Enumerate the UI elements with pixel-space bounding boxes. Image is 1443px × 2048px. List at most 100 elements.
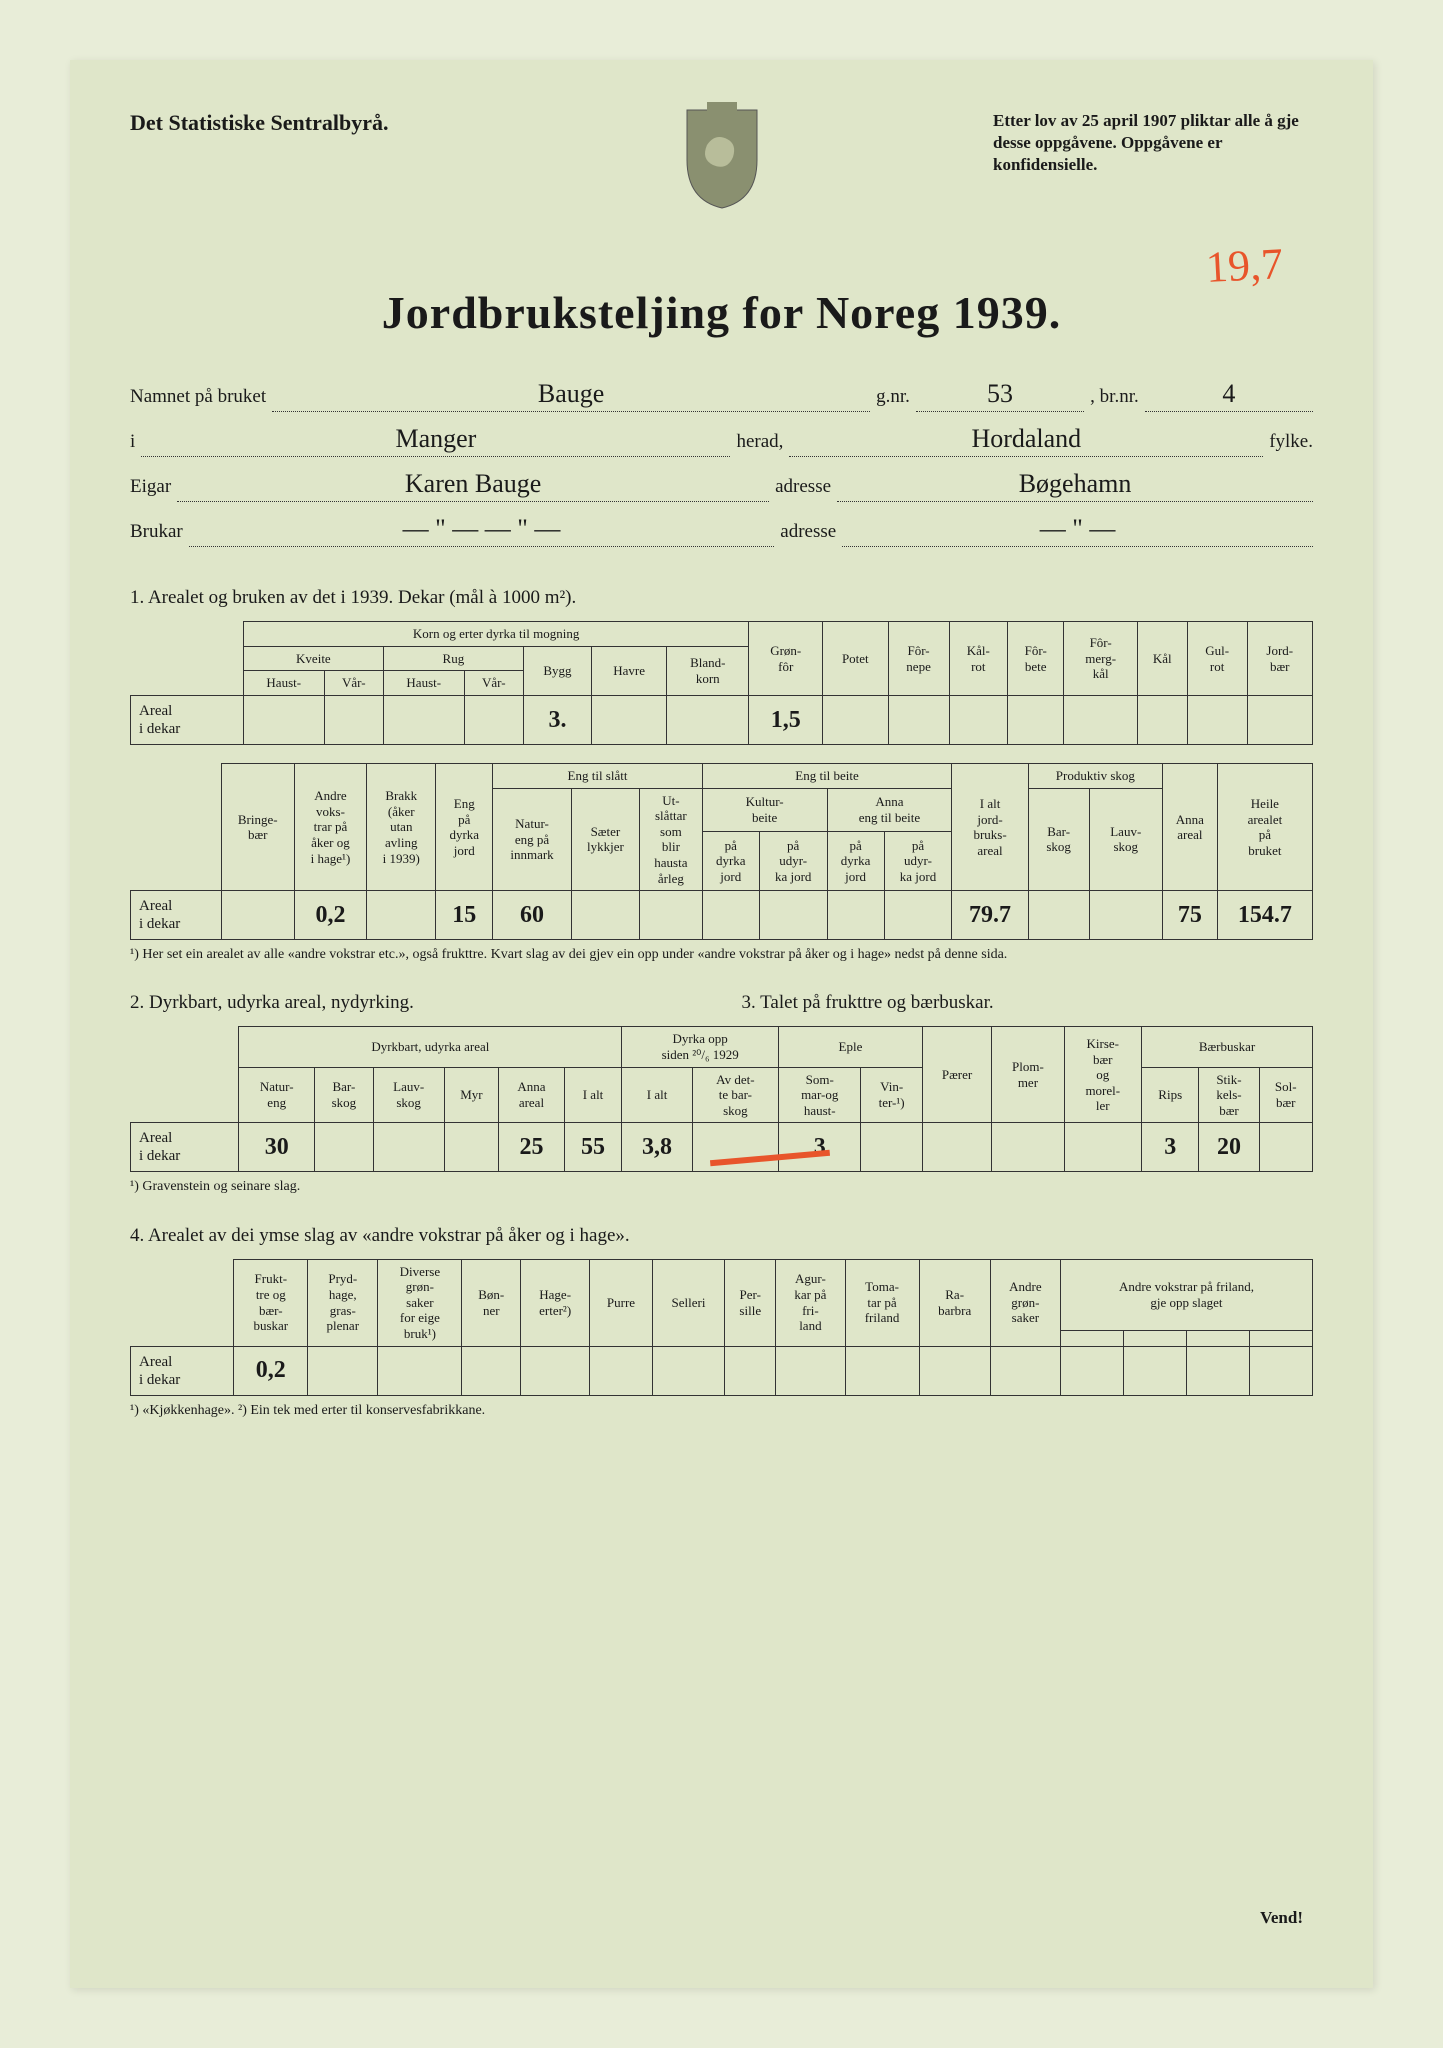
row-label4: Areali dekar	[131, 1346, 234, 1395]
gnr-label: g.nr.	[876, 386, 910, 408]
th-solbaer: Sol-bær	[1259, 1067, 1312, 1123]
th-ialt2: I alt	[564, 1067, 622, 1123]
adresse1-value: Bøgehamn	[837, 469, 1313, 502]
th-selleri: Selleri	[652, 1259, 725, 1346]
main-title: Jordbruksteljing for Noreg 1939.	[130, 286, 1313, 339]
th-korn: Korn og erter dyrka til mogning	[243, 622, 748, 647]
val-eng: 15	[436, 891, 493, 940]
row-label2: Areali dekar	[131, 891, 222, 940]
th-brakk: Brakk(åkerutanavlingi 1939)	[367, 764, 436, 891]
th-andregron: Andregrøn-saker	[990, 1259, 1060, 1346]
th-forbete: Fôr-bete	[1008, 622, 1064, 696]
th-kulturbeite: Kultur-beite	[702, 788, 827, 831]
th-jordbaer: Jord-bær	[1247, 622, 1312, 696]
th-bringe: Bringe-bær	[221, 764, 294, 891]
th-rug: Rug	[383, 646, 523, 671]
th-plommer: Plom-mer	[992, 1027, 1064, 1123]
th-kveite: Kveite	[243, 646, 383, 671]
th-persille: Per-sille	[725, 1259, 776, 1346]
th-frukttre: Frukt-tre ogbær-buskar	[234, 1259, 308, 1346]
val-andre: 0,2	[294, 891, 367, 940]
th-ialt: I altjord-bruks-areal	[952, 764, 1028, 891]
val-ialt2: 55	[564, 1123, 622, 1172]
th-blandkorn: Bland-korn	[667, 646, 749, 695]
red-annotation: 19,7	[1205, 238, 1285, 293]
table-row: Areali dekar 3. 1,5	[131, 696, 1313, 745]
sec1-table2: Bringe-bær Andrevoks-trar pååker ogi hag…	[130, 763, 1313, 940]
th-kal: Kål	[1137, 622, 1187, 696]
th-saeter: Sæterlykkjer	[571, 788, 639, 891]
val-gronfor: 1,5	[749, 696, 823, 745]
sec4-table: Frukt-tre ogbær-buskar Pryd-hage,gras-pl…	[130, 1259, 1313, 1396]
val-natureng: 60	[493, 891, 571, 940]
th-heile: Heilearealetpåbruket	[1217, 764, 1312, 891]
th-lauvskog2: Lauv-skog	[373, 1067, 444, 1123]
val-stikkels: 20	[1199, 1123, 1259, 1172]
th-annabeite: Annaeng til beite	[827, 788, 952, 831]
sec2-title: 2. Dyrkbart, udyrka areal, nydyrking.	[130, 992, 702, 1014]
th-engbeite: Eng til beite	[702, 764, 952, 789]
th-myr: Myr	[444, 1067, 499, 1123]
th-fornepe: Fôr-nepe	[888, 622, 949, 696]
th-eng: Engpådyrkajord	[436, 764, 493, 891]
brukar-label: Brukar	[130, 521, 183, 543]
herad-value: Manger	[141, 424, 730, 457]
sec23-table: Dyrkbart, udyrka areal Dyrka oppsiden ²⁰…	[130, 1026, 1313, 1172]
th-avdet: Av det-te bar-skog	[692, 1067, 778, 1123]
val-anna2: 25	[499, 1123, 564, 1172]
val-frukt: 0,2	[234, 1346, 308, 1395]
th-agurkar: Agur-kar påfri-land	[776, 1259, 845, 1346]
th-paudyrka1: påudyr-ka jord	[759, 831, 827, 891]
gnr-value: 53	[916, 379, 1084, 412]
th-potet: Potet	[823, 622, 888, 696]
val-dyrka: 3,8	[622, 1123, 692, 1172]
th-barskog: Bar-skog	[1028, 788, 1089, 891]
document-page: Det Statistiske Sentralbyrå. Etter lov a…	[70, 60, 1373, 1988]
th-bonner: Bøn-ner	[462, 1259, 521, 1346]
fylke-value: Hordaland	[789, 424, 1263, 457]
th-rips: Rips	[1142, 1067, 1199, 1123]
th-haust1: Haust-	[243, 671, 324, 696]
form-fields: Namnet på bruket Bauge g.nr. 53 , br.nr.…	[130, 379, 1313, 547]
brnr-value: 4	[1145, 379, 1313, 412]
val-rips: 3	[1142, 1123, 1199, 1172]
th-dyrkbart: Dyrkbart, udyrka areal	[239, 1027, 622, 1067]
th-purre: Purre	[590, 1259, 652, 1346]
eigar-value: Karen Bauge	[177, 469, 769, 502]
th-ialt3: I alt	[622, 1067, 692, 1123]
th-baerbuskar: Bærbuskar	[1142, 1027, 1313, 1067]
sec4-title: 4. Arealet av dei ymse slag av «andre vo…	[130, 1225, 1313, 1247]
sec23-titles: 2. Dyrkbart, udyrka areal, nydyrking. 3.…	[130, 964, 1313, 1026]
th-formergkal: Fôr-merg-kål	[1064, 622, 1137, 696]
val-anna: 75	[1162, 891, 1217, 940]
th-kalrot: Kål-rot	[949, 622, 1007, 696]
sec1-footnote: ¹) Her set ein arealet av alle «andre vo…	[130, 946, 1313, 964]
name-value: Bauge	[272, 379, 870, 412]
herad-label: herad,	[736, 431, 783, 453]
th-havre: Havre	[592, 646, 667, 695]
sec2-footnote: ¹) Gravenstein og seinare slag.	[130, 1178, 1313, 1196]
sec1-title: 1. Arealet og bruken av det i 1939. Deka…	[130, 587, 1313, 609]
th-barskog2: Bar-skog	[315, 1067, 374, 1123]
th-annaareal: Annaareal	[1162, 764, 1217, 891]
th-eple: Eple	[779, 1027, 923, 1067]
th-rabarbra: Ra-barbra	[919, 1259, 990, 1346]
crest-icon	[677, 100, 767, 210]
org-name: Det Statistiske Sentralbyrå.	[130, 110, 388, 136]
th-andre: Andrevoks-trar pååker ogi hage¹)	[294, 764, 367, 891]
adresse2-value: — " —	[842, 514, 1313, 547]
adresse2-label: adresse	[780, 521, 836, 543]
th-hageerter: Hage-erter²)	[521, 1259, 590, 1346]
th-vaar1: Vår-	[324, 671, 383, 696]
sec3-title: 3. Talet på frukttre og bærbuskar.	[742, 992, 1314, 1014]
th-sommar: Som-mar-oghaust-	[779, 1067, 861, 1123]
th-gulrot: Gul-rot	[1187, 622, 1247, 696]
th-stikkels: Stik-kels-bær	[1199, 1067, 1259, 1123]
th-prodskog: Produktiv skog	[1028, 764, 1162, 789]
th-tomatar: Toma-tar påfriland	[845, 1259, 919, 1346]
th-dyrkaopp: Dyrka oppsiden ²⁰/₆ 1929	[622, 1027, 779, 1067]
fylke-label: fylke.	[1269, 431, 1313, 453]
th-diverse: Diversegrøn-sakerfor eigebruk¹)	[378, 1259, 462, 1346]
sec4-footnote: ¹) «Kjøkkenhage». ²) Ein tek med erter t…	[130, 1402, 1313, 1420]
val-ialt: 79.7	[952, 891, 1028, 940]
